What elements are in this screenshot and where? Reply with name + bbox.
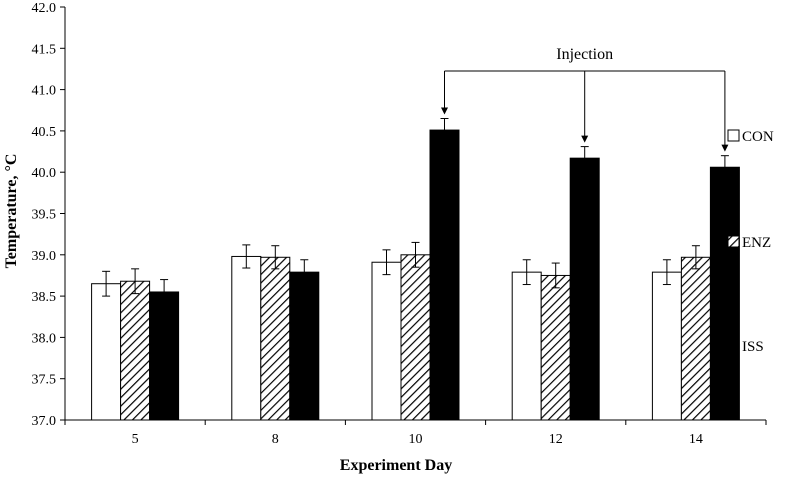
y-tick-label: 42.0 — [32, 1, 57, 16]
bar-iss — [289, 271, 320, 421]
bar-iss — [429, 129, 460, 421]
annotation-label: Injection — [556, 46, 613, 63]
arrow-down-icon — [581, 135, 589, 143]
bar-enz — [400, 254, 431, 421]
bar-con — [651, 271, 682, 421]
bar-con — [371, 261, 402, 421]
bar-iss — [709, 166, 740, 421]
x-tick-label: 12 — [549, 432, 563, 447]
bar-con — [511, 271, 542, 421]
y-tick-label: 41.5 — [32, 42, 57, 57]
y-axis-title: Temperature, °C — [3, 154, 20, 269]
bar-con — [91, 283, 122, 421]
bar-iss — [569, 157, 600, 421]
x-tick-label: 10 — [409, 432, 423, 447]
injection-annotation: Injection — [441, 46, 729, 152]
y-tick-label: 40.0 — [32, 166, 57, 181]
legend-swatch-enz — [727, 235, 740, 248]
legend-label-enz: ENZ — [742, 235, 771, 251]
arrow-down-icon — [441, 107, 448, 115]
y-tick-label: 40.5 — [32, 125, 57, 140]
legend-swatch-iss — [727, 339, 740, 352]
bars-group — [91, 118, 740, 421]
legend-swatch-con — [727, 129, 740, 142]
legend-label-iss: ISS — [742, 339, 764, 355]
x-tick-label: 14 — [689, 432, 703, 447]
bar-enz — [540, 274, 571, 421]
y-tick-label: 37.0 — [32, 414, 57, 429]
y-tick-label: 41.0 — [32, 84, 57, 99]
x-tick-label: 5 — [132, 432, 139, 447]
legend: CON ENZ ISS — [727, 129, 774, 355]
x-tick-label: 8 — [272, 432, 279, 447]
bar-enz — [120, 280, 151, 421]
y-tick-label: 38.5 — [32, 290, 57, 305]
y-tick-label: 39.0 — [32, 249, 57, 264]
arrow-down-icon — [721, 144, 729, 152]
axes: 37.0 37.5 38.0 38.5 39.0 39.5 40.0 40.5 41.0 41.5… — [32, 1, 767, 447]
bar-enz — [680, 256, 711, 421]
x-axis-title: Experiment Day — [340, 457, 452, 474]
bar-iss — [149, 291, 180, 421]
y-tick-label: 37.5 — [32, 373, 57, 388]
y-tick-label: 38.0 — [32, 331, 57, 346]
y-tick-label: 39.5 — [32, 208, 57, 223]
bar-con — [231, 255, 262, 421]
legend-label-con: CON — [742, 129, 774, 145]
bar-enz — [260, 256, 291, 421]
